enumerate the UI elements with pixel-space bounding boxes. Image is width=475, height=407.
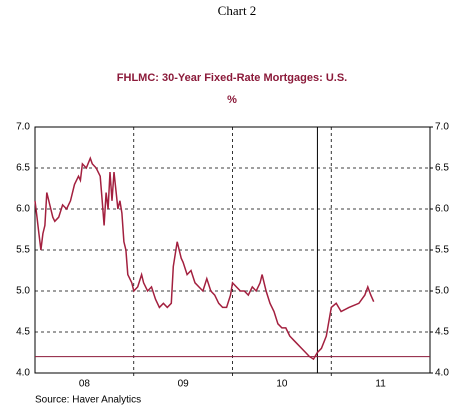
- chart-subtitle: FHLMC: 30-Year Fixed-Rate Mortgages: U.S…: [117, 72, 347, 84]
- y2-tick-label: 4.5: [435, 327, 449, 338]
- y-tick-label: 6.5: [16, 163, 30, 174]
- source: Source: Haver Analytics: [35, 395, 141, 406]
- y-axis-label: %: [227, 94, 237, 106]
- y-tick-label: 5.0: [16, 286, 30, 297]
- x-tick-label: 11: [375, 379, 386, 390]
- y-tick-label: 7.0: [16, 122, 30, 133]
- x-tick-label: 09: [178, 379, 190, 390]
- chart-title: Chart 2: [218, 3, 257, 18]
- y-tick-label: 4.5: [16, 327, 30, 338]
- y-tick-label: 4.0: [16, 368, 30, 379]
- x-tick-label: 10: [276, 379, 288, 390]
- y2-tick-label: 6.5: [435, 163, 449, 174]
- y-tick-label: 6.0: [16, 204, 30, 215]
- y2-tick-label: 5.0: [435, 286, 449, 297]
- y2-tick-label: 5.5: [435, 245, 449, 256]
- y2-tick-label: 4.0: [435, 368, 449, 379]
- x-tick-label: 08: [79, 379, 91, 390]
- y2-tick-label: 6.0: [435, 204, 449, 215]
- y-tick-label: 5.5: [16, 245, 30, 256]
- y2-tick-label: 7.0: [435, 122, 449, 133]
- series-line: [34, 156, 375, 361]
